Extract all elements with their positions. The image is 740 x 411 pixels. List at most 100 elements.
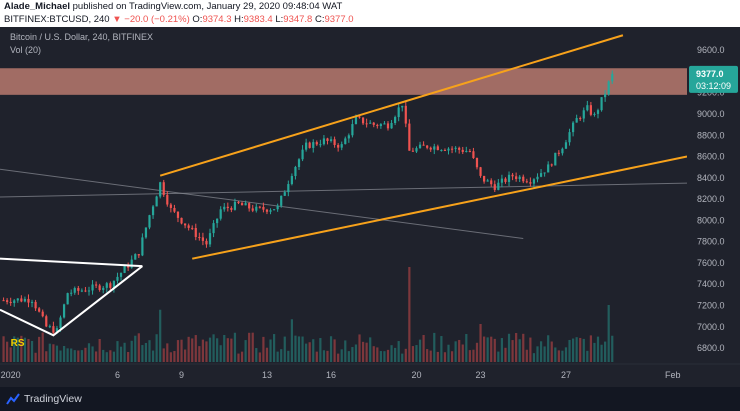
candle-body — [401, 105, 404, 108]
candle-body — [404, 105, 407, 124]
channel-lower-line — [192, 155, 688, 260]
volume-bar — [272, 334, 276, 362]
candle-body — [550, 164, 553, 166]
volume-bar — [408, 267, 411, 362]
candle-body — [258, 206, 261, 208]
candle-body — [518, 176, 521, 179]
candle-body — [27, 298, 30, 303]
candle-body — [230, 208, 233, 210]
last-price-badge — [689, 65, 738, 93]
volume-bar — [525, 349, 528, 362]
volume-bar — [248, 332, 251, 362]
volume-bar — [226, 338, 229, 362]
volume-bar — [404, 348, 407, 362]
candle-body — [493, 184, 496, 190]
author-name[interactable]: Alade_Michael — [4, 1, 70, 12]
volume-bar — [287, 350, 290, 362]
volume-bar — [198, 346, 201, 362]
candle-body — [191, 227, 194, 229]
volume-bar — [472, 349, 475, 362]
volume-bar — [319, 338, 322, 362]
candle-body — [379, 124, 382, 127]
volume-bar — [511, 340, 514, 362]
candle-body — [59, 317, 62, 329]
y-tick-label: 8400.0 — [697, 173, 725, 183]
volume-bar — [41, 332, 44, 362]
volume-bar — [62, 345, 66, 362]
volume-bar — [223, 334, 226, 362]
volume-bar — [297, 336, 301, 362]
channel-upper-line — [159, 34, 624, 177]
close-value: 9377.0 — [324, 14, 354, 25]
close-label: C: — [314, 14, 325, 25]
candle-body — [347, 135, 350, 139]
volume-bar — [127, 352, 130, 362]
candle-body — [127, 265, 130, 268]
price-chart[interactable]: RS 6800.0 7000.0 7200.0 7400.0 7600.0 7800.0 80… — [0, 27, 740, 387]
volume-bar — [70, 348, 73, 362]
y-tick-label: 7400.0 — [697, 279, 725, 289]
volume-bar — [465, 334, 468, 362]
volume-bar — [23, 337, 27, 362]
volume-bar — [119, 346, 123, 362]
candle-body — [447, 148, 450, 151]
candle-body — [525, 181, 528, 183]
candle-body — [287, 184, 290, 193]
volume-bar — [276, 351, 279, 362]
volume-bar — [490, 336, 493, 362]
volume-bar — [141, 345, 144, 362]
candle-body — [604, 94, 607, 98]
publish-header: Alade_Michael published on TradingView.c… — [0, 0, 740, 27]
volume-bar — [148, 340, 151, 362]
volume-bar — [611, 335, 614, 362]
candle-body — [329, 139, 333, 142]
volume-bar — [493, 338, 496, 362]
candle-body — [251, 208, 254, 211]
volume-bar — [173, 351, 176, 362]
volume-bar — [450, 351, 454, 362]
volume-bar — [475, 342, 479, 362]
candle-body — [9, 301, 12, 304]
volume-bar — [109, 350, 112, 362]
volume-bar — [376, 347, 379, 362]
candle-body — [80, 290, 83, 292]
candle-body — [48, 326, 51, 328]
volume-bar — [130, 340, 133, 362]
volume-bar — [326, 350, 329, 362]
candle-body — [315, 142, 318, 145]
volume-bar — [34, 352, 37, 362]
volume-bar — [290, 319, 293, 362]
tradingview-logo-icon[interactable] — [6, 393, 20, 405]
high-label: H: — [234, 14, 244, 25]
candle-body — [394, 117, 397, 123]
grey-descending-line — [0, 168, 524, 239]
volume-bar — [607, 305, 610, 362]
candle-body — [216, 218, 219, 224]
volume-bar — [166, 343, 169, 362]
candle-body — [354, 116, 358, 125]
candle-body — [475, 158, 479, 168]
volume-bar — [486, 337, 489, 362]
candle-body — [87, 290, 91, 292]
chart-area[interactable]: RS 6800.0 7000.0 7200.0 7400.0 7600.0 7800.0 80… — [0, 27, 740, 387]
volume-bar — [230, 338, 233, 362]
volume-bar — [265, 347, 269, 362]
volume-bar — [543, 346, 546, 362]
candle-body — [155, 196, 158, 207]
volume-bar — [55, 345, 59, 362]
volume-bar — [95, 351, 98, 362]
candle-body — [568, 132, 571, 143]
candle-body — [358, 116, 361, 118]
wedge-top-line — [0, 257, 143, 268]
volume-bar — [411, 346, 415, 362]
volume-bar — [329, 336, 333, 362]
volume-bar — [497, 351, 500, 362]
candle-body — [105, 283, 108, 288]
candle-body — [112, 280, 116, 288]
candle-body — [159, 182, 162, 197]
footer-brand[interactable]: TradingView — [24, 393, 82, 405]
volume-bar — [237, 353, 240, 362]
volume-bar — [191, 338, 194, 362]
candle-body — [340, 144, 343, 148]
candle-body — [575, 118, 578, 123]
